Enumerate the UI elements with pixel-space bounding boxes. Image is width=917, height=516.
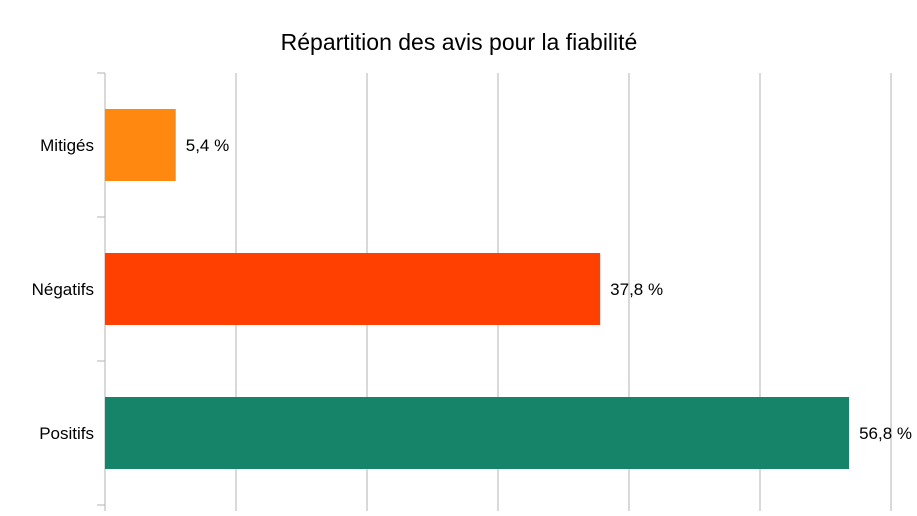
data-label: 37,8 % [610, 280, 663, 299]
labels: Mitigés 5,4 % Négatifs 37,8 % Positifs 56,8 % [32, 136, 912, 443]
chart-title: Répartition des avis pour la fiabilité [281, 29, 638, 55]
data-label: 5,4 % [186, 136, 229, 155]
bar [105, 253, 601, 325]
bar [105, 397, 850, 469]
category-label: Positifs [39, 424, 94, 443]
category-label: Mitigés [40, 136, 94, 155]
bar [105, 109, 176, 181]
category-label: Négatifs [32, 280, 94, 299]
bars [105, 109, 850, 469]
data-label: 56,8 % [859, 424, 912, 443]
